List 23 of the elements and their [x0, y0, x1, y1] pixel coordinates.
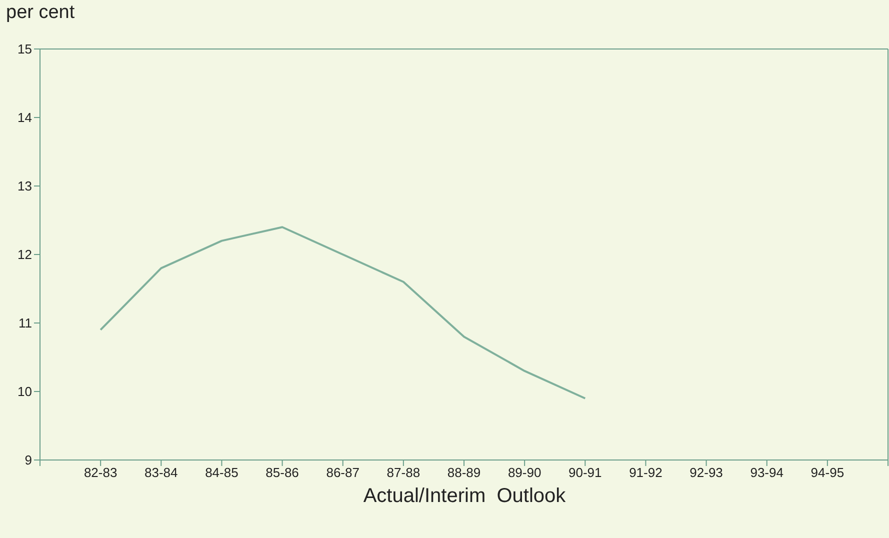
x-tick-label: 83-84: [144, 465, 178, 480]
x-tick-label: 82-83: [84, 465, 118, 480]
x-tick-label: 85-86: [266, 465, 299, 480]
y-tick-label: 14: [18, 110, 32, 126]
y-tick-label: 13: [18, 178, 32, 194]
x-tick-label: 84-85: [205, 465, 238, 480]
x-axis-title: Actual/Interim Outlook: [362, 485, 567, 508]
x-tick-label: 94-95: [810, 465, 844, 480]
y-tick-label: 9: [24, 452, 32, 468]
y-tick-label: 12: [18, 247, 32, 262]
y-axis-title: per cent: [6, 2, 75, 24]
line-series: [100, 226, 586, 400]
x-tick-label: 86-87: [326, 465, 360, 480]
y-tick-label: 15: [18, 42, 32, 57]
y-tick-label: 10: [18, 384, 32, 400]
x-tick-label: 91-92: [629, 465, 662, 480]
y-tick-label: 11: [18, 316, 32, 331]
x-tick-label: 87-88: [386, 465, 420, 480]
x-tick-label: 88-89: [447, 465, 481, 480]
x-tick-label: 89-90: [508, 465, 542, 480]
x-tick-label: 90-91: [568, 465, 602, 480]
x-tick-label: 93-94: [750, 465, 784, 480]
x-tick-label: 92-93: [690, 465, 723, 480]
